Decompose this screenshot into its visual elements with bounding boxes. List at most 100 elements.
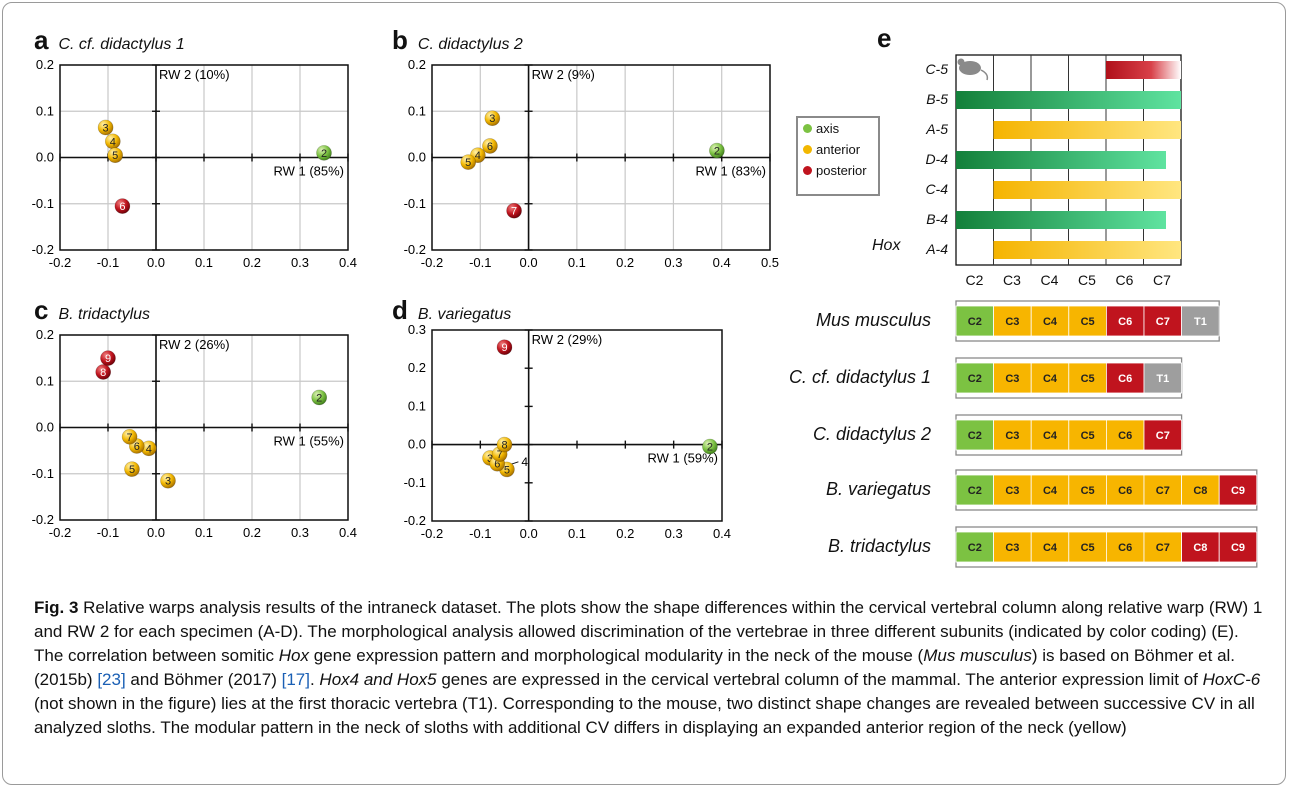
module-cell-label: C5	[1081, 485, 1095, 497]
module-cell	[955, 531, 994, 563]
panel-c-point-label: 7	[127, 432, 133, 444]
panel-c-title: c B. tridactylus	[34, 297, 150, 325]
caption-text-5: .	[309, 670, 320, 689]
panel-b-species: C. didactylus 2	[417, 36, 523, 53]
module-cell-label: C5	[1081, 373, 1095, 385]
panel-c-x-tick-label: -0.2	[49, 525, 71, 540]
panel-a-x-tick-label: 0.4	[339, 255, 357, 270]
hox-bar-b-4	[956, 211, 1166, 229]
caption-text-4: and Böhmer (2017)	[125, 670, 282, 689]
panel-d-y-tick-label: -0.2	[404, 513, 426, 528]
panel-b-point-label: 7	[511, 206, 517, 218]
panel-c-point-2	[311, 389, 328, 406]
module-cell-label: C6	[1118, 485, 1132, 497]
panel-b-point-6	[482, 138, 498, 154]
hox-column-label: C6	[1115, 272, 1134, 288]
module-cell-label: C2	[968, 485, 982, 497]
module-cell	[993, 531, 1032, 563]
module-cell-label: C4	[1043, 430, 1058, 442]
panel-b-x-tick-label: 0.5	[761, 255, 779, 270]
panel-d-point-2	[702, 438, 718, 455]
panel-d-y-tick-label: 0.3	[408, 322, 426, 337]
module-cell-label: C5	[1081, 430, 1095, 442]
mouse-icon	[957, 58, 989, 81]
module-cell	[1181, 474, 1220, 506]
hox-column-label: C7	[1153, 272, 1171, 288]
module-cell-label: C4	[1043, 373, 1058, 385]
module-cell-label: C7	[1156, 316, 1170, 328]
hox-row-label: C-4	[925, 181, 948, 197]
caption-ref-17[interactable]: [17]	[281, 670, 310, 689]
hox-bar-b-5	[956, 91, 1181, 109]
module-cell	[1143, 305, 1182, 337]
module-cell	[955, 419, 994, 451]
panel-c-point-7	[121, 428, 138, 445]
panel-b-point-7	[506, 202, 522, 219]
module-cell-label: C6	[1118, 316, 1132, 328]
species-label: Mus musculus	[815, 310, 931, 330]
module-cell-label: C6	[1118, 430, 1132, 442]
hox-row-label: B-4	[926, 211, 948, 227]
module-cell-label: C3	[1005, 542, 1019, 554]
panel-c-point-3	[160, 472, 176, 489]
species-label: C. cf. didactylus 1	[788, 367, 931, 387]
caption-text-6: genes are expressed in the cervical vert…	[436, 670, 1203, 689]
caption-ref-23[interactable]: [23]	[97, 670, 126, 689]
panel-a-point-label: 4	[110, 136, 116, 148]
hox-column-label: C2	[965, 272, 984, 288]
red-dot-icon	[803, 166, 812, 175]
panel-d-species: B. variegatus	[417, 306, 512, 323]
panel-a-point-5	[107, 147, 123, 163]
hox-column-label: C4	[1040, 272, 1059, 288]
module-cell-label: C5	[1081, 542, 1095, 554]
panel-c-y-tick-label: -0.2	[32, 512, 54, 527]
hox-column-label: C3	[1003, 272, 1021, 288]
panel-d-y-tick-label: 0.2	[408, 360, 426, 375]
panel-d-title: d B. variegatus	[392, 297, 512, 325]
module-cell	[1143, 474, 1182, 506]
panel-a-x-tick-label: 0.0	[147, 255, 165, 270]
panel-d-x-tick-label: 0.3	[665, 526, 683, 541]
panel-b-point-label: 5	[465, 157, 471, 169]
hox-row-label: B-5	[926, 91, 948, 107]
panel-d-rw2-label: RW 2 (29%)	[532, 332, 603, 347]
module-cell	[1106, 474, 1145, 506]
module-cell-label: C4	[1043, 542, 1058, 554]
module-cell-label: C3	[1005, 316, 1019, 328]
panel-b-point-label: 2	[714, 146, 720, 158]
panel-b-x-tick-label: -0.1	[469, 255, 491, 270]
species-label: C. didactylus 2	[812, 424, 931, 444]
module-cell-label: C6	[1118, 542, 1132, 554]
panel-c-rw2-label: RW 2 (26%)	[159, 337, 230, 352]
panel-d-rw1-label: RW 1 (59%)	[647, 451, 718, 466]
panel-a-y-tick-label: -0.1	[32, 196, 54, 211]
panel-c-x-tick-label: 0.1	[195, 525, 213, 540]
module-cell-label: C9	[1231, 485, 1245, 497]
panel-b-point-5	[460, 154, 477, 170]
panel-a-y-tick-label: 0.0	[36, 150, 54, 165]
panel-c-x-tick-label: 0.2	[243, 525, 261, 540]
panel-d-point-label: 3	[487, 453, 493, 465]
module-cell-label: C6	[1118, 373, 1132, 385]
module-cell	[993, 419, 1032, 451]
panel-c-point-label: 2	[316, 392, 322, 404]
panel-c-point-5	[124, 461, 140, 477]
module-cell	[1218, 474, 1258, 506]
panel-d-x-tick-label: -0.2	[421, 526, 443, 541]
module-cell	[993, 474, 1032, 506]
panel-c-point-9	[100, 350, 116, 366]
panel-d-y-tick-label: 0.0	[408, 437, 426, 452]
hox-row-label: A-4	[926, 241, 948, 257]
panel-c-point-label: 9	[105, 353, 111, 365]
panel-a-y-tick-label: -0.2	[32, 242, 54, 257]
hox-bar-c-5	[1106, 61, 1181, 79]
module-cell-label: C3	[1005, 430, 1019, 442]
legend-label: posterior	[816, 163, 867, 178]
module-cell	[1218, 531, 1258, 563]
figure-caption: Fig. 3 Relative warps analysis results o…	[34, 596, 1264, 740]
caption-hoxc6: HoxC-6	[1202, 670, 1261, 689]
module-cell	[1106, 305, 1145, 337]
panel-d-x-tick-label: 0.2	[616, 526, 634, 541]
panel-a-letter: a	[34, 25, 49, 55]
module-cell-label: T1	[1194, 316, 1207, 328]
